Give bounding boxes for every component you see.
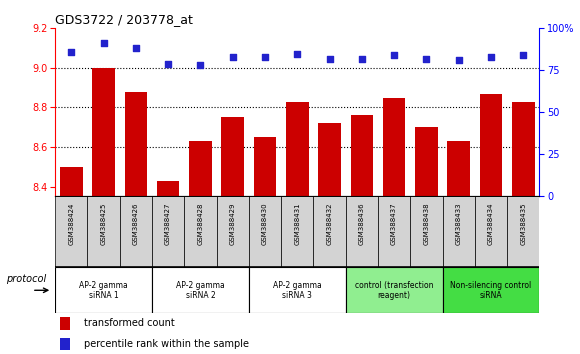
Bar bbox=[55, 267, 152, 313]
Point bbox=[292, 51, 302, 56]
Bar bbox=[346, 196, 378, 267]
Bar bbox=[507, 196, 539, 267]
Text: GSM388434: GSM388434 bbox=[488, 202, 494, 245]
Text: GSM388437: GSM388437 bbox=[391, 202, 397, 245]
Text: GSM388426: GSM388426 bbox=[133, 202, 139, 245]
Bar bbox=[410, 196, 443, 267]
Bar bbox=[125, 92, 147, 196]
Point bbox=[454, 57, 463, 63]
Text: GSM388428: GSM388428 bbox=[197, 202, 204, 245]
Bar bbox=[281, 196, 313, 267]
Bar bbox=[222, 117, 244, 196]
Point bbox=[131, 46, 140, 51]
Bar bbox=[313, 196, 346, 267]
Point bbox=[357, 56, 367, 62]
Text: transformed count: transformed count bbox=[84, 319, 175, 329]
Text: GSM388429: GSM388429 bbox=[230, 202, 235, 245]
Bar bbox=[378, 196, 410, 267]
Point bbox=[99, 41, 108, 46]
Text: AP-2 gamma
siRNA 1: AP-2 gamma siRNA 1 bbox=[79, 281, 128, 300]
Bar bbox=[249, 267, 346, 313]
Bar bbox=[60, 338, 70, 350]
Text: GSM388436: GSM388436 bbox=[359, 202, 365, 245]
Text: GSM388425: GSM388425 bbox=[100, 202, 107, 245]
Bar bbox=[447, 141, 470, 196]
Bar bbox=[443, 196, 475, 267]
Point bbox=[67, 49, 76, 55]
Bar bbox=[157, 181, 179, 196]
Bar bbox=[415, 127, 438, 196]
Bar bbox=[152, 196, 184, 267]
Text: GSM388432: GSM388432 bbox=[327, 202, 332, 245]
Bar bbox=[383, 98, 405, 196]
Point bbox=[195, 62, 205, 68]
Point bbox=[325, 56, 334, 62]
Bar bbox=[55, 196, 88, 267]
Text: GSM388431: GSM388431 bbox=[294, 202, 300, 245]
Point bbox=[228, 54, 237, 60]
Bar bbox=[119, 196, 152, 267]
Bar bbox=[350, 115, 373, 196]
Bar bbox=[318, 123, 341, 196]
Text: GDS3722 / 203778_at: GDS3722 / 203778_at bbox=[55, 13, 193, 26]
Bar bbox=[60, 167, 82, 196]
Point bbox=[389, 52, 398, 58]
Text: protocol: protocol bbox=[6, 274, 46, 284]
Bar bbox=[184, 196, 216, 267]
Bar bbox=[152, 267, 249, 313]
Bar bbox=[88, 196, 119, 267]
Bar bbox=[189, 141, 212, 196]
Point bbox=[519, 52, 528, 58]
Text: Non-silencing control
siRNA: Non-silencing control siRNA bbox=[450, 281, 532, 300]
Bar bbox=[216, 196, 249, 267]
Text: percentile rank within the sample: percentile rank within the sample bbox=[84, 339, 249, 349]
Bar bbox=[346, 267, 443, 313]
Bar bbox=[475, 196, 507, 267]
Text: GSM388438: GSM388438 bbox=[423, 202, 429, 245]
Point bbox=[260, 54, 270, 60]
Point bbox=[422, 56, 431, 62]
Text: GSM388424: GSM388424 bbox=[68, 202, 74, 245]
Bar bbox=[286, 102, 309, 196]
Bar bbox=[253, 137, 276, 196]
Text: GSM388430: GSM388430 bbox=[262, 202, 268, 245]
Text: AP-2 gamma
siRNA 3: AP-2 gamma siRNA 3 bbox=[273, 281, 322, 300]
Text: GSM388435: GSM388435 bbox=[520, 202, 526, 245]
Bar bbox=[249, 196, 281, 267]
Text: control (transfection
reagent): control (transfection reagent) bbox=[355, 281, 433, 300]
Bar bbox=[443, 267, 539, 313]
Bar bbox=[480, 93, 502, 196]
Bar bbox=[512, 102, 535, 196]
Bar bbox=[92, 68, 115, 196]
Text: GSM388433: GSM388433 bbox=[456, 202, 462, 245]
Bar bbox=[60, 318, 70, 330]
Text: AP-2 gamma
siRNA 2: AP-2 gamma siRNA 2 bbox=[176, 281, 225, 300]
Point bbox=[486, 54, 495, 60]
Point bbox=[164, 61, 173, 67]
Text: GSM388427: GSM388427 bbox=[165, 202, 171, 245]
